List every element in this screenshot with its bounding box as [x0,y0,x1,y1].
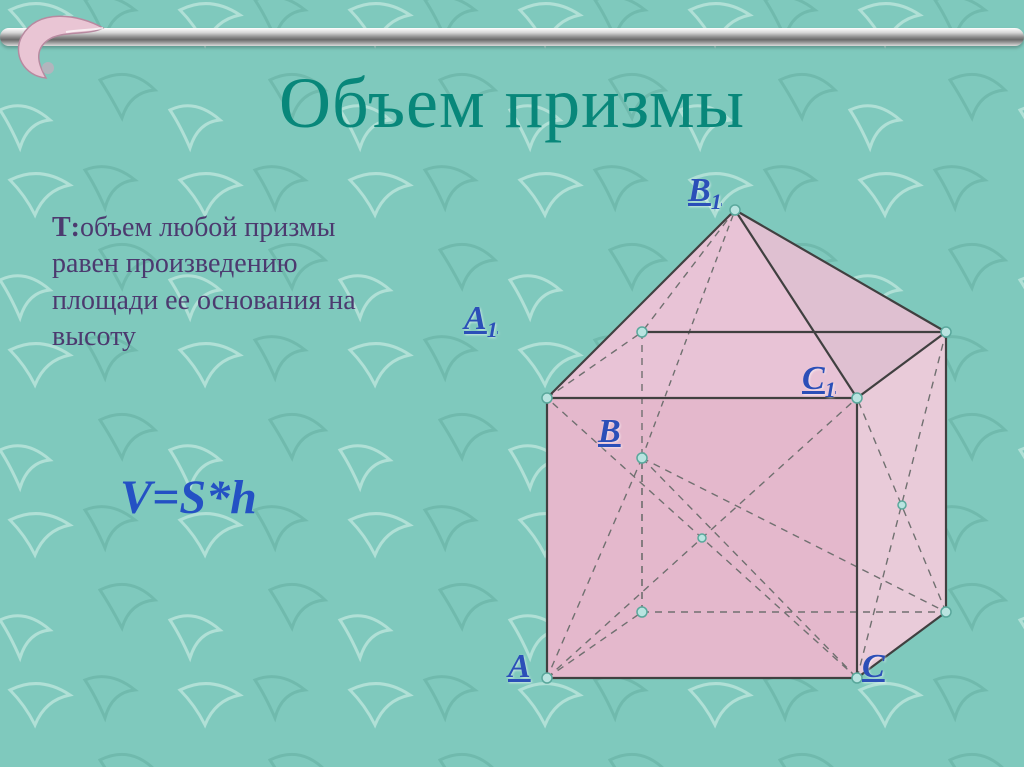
label-c1: C1 [802,360,836,403]
theorem-body: объем любой призмы равен произведению пл… [52,212,356,352]
label-a: A [508,648,531,686]
theorem-text: Т:объем любой призмы равен произведению … [52,210,392,356]
label-b1: B1 [688,172,722,215]
theorem-lead: Т: [52,212,80,243]
label-b: B [598,413,621,451]
label-c: C [862,648,885,686]
prism-diagram: B1 A1 C1 B A C [430,180,990,700]
volume-formula: V=S*h [120,470,257,525]
label-a1: A1 [464,300,498,343]
slide-title: Объем призмы [0,62,1024,145]
